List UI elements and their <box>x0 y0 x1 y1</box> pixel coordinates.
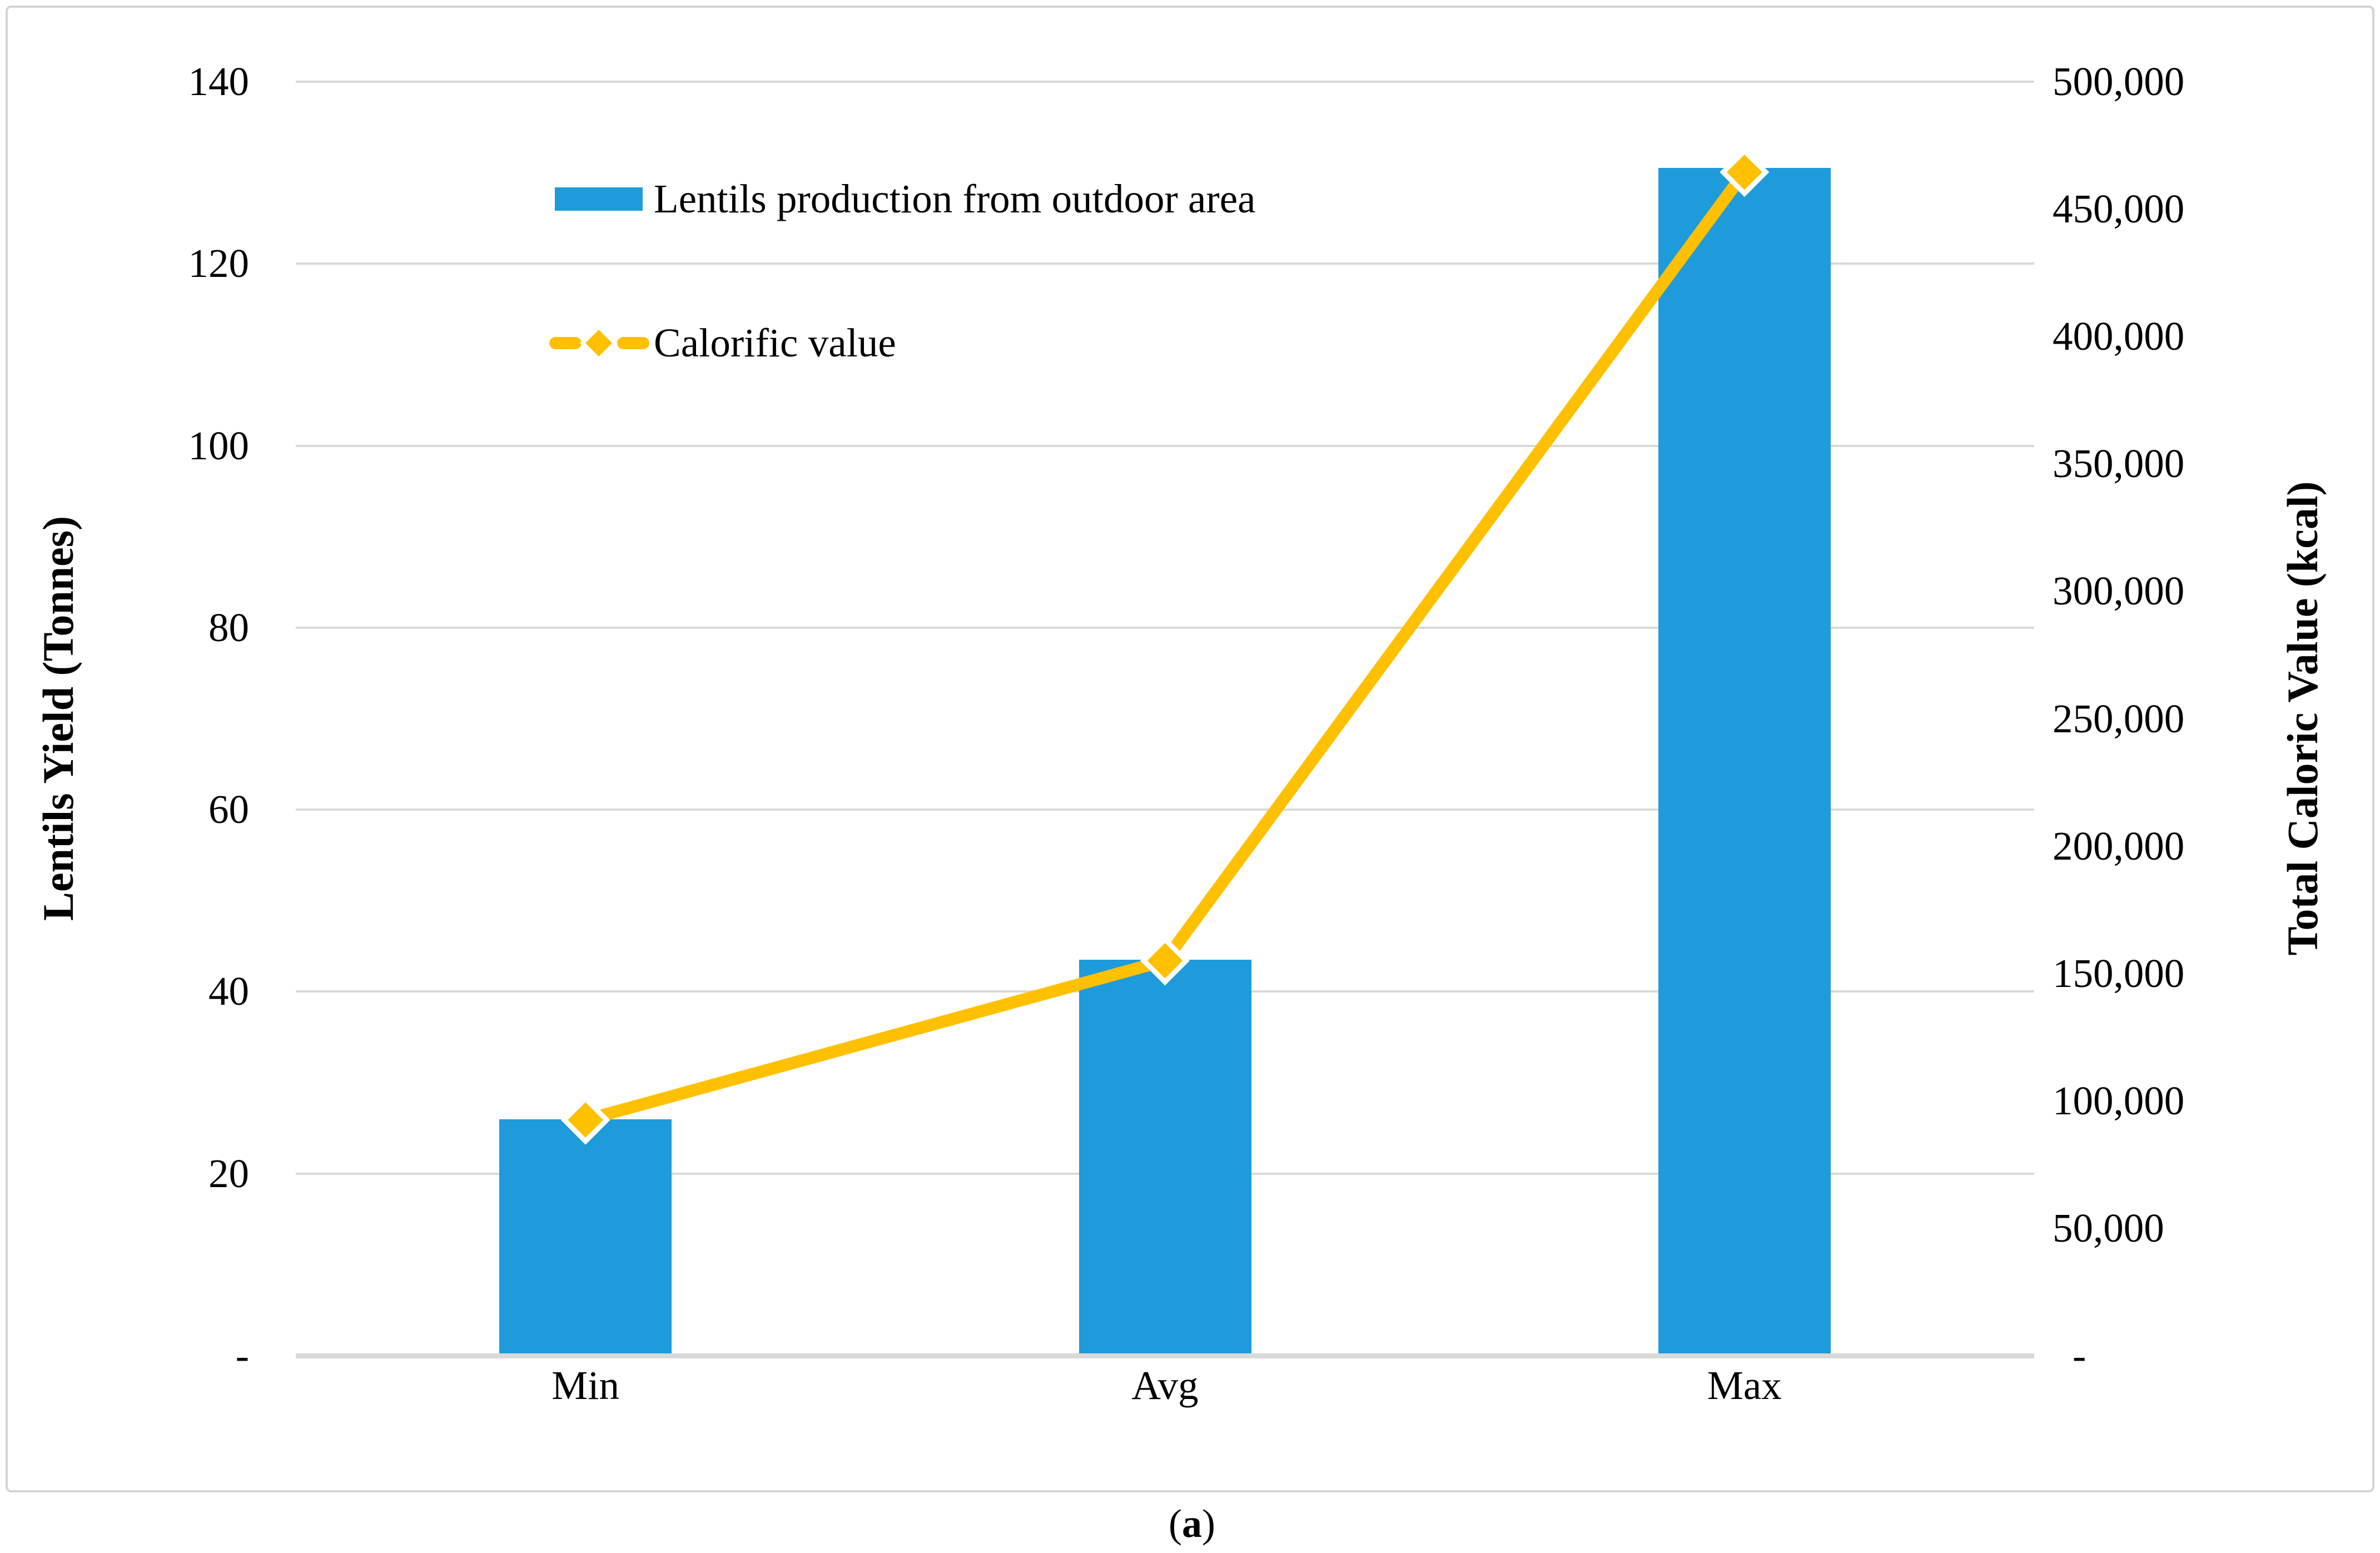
category-label-max: Max <box>1707 1363 1782 1408</box>
caption-letter: a <box>1182 1501 1202 1546</box>
bar-avg <box>1079 960 1251 1356</box>
legend-bar-label: Lentils production from outdoor area <box>654 176 1256 221</box>
left-axis-tick-140: 140 <box>188 59 250 104</box>
right-axis-tick-400000: 400,000 <box>2053 314 2185 359</box>
gridline <box>296 81 2034 83</box>
right-axis-tick-250000: 250,000 <box>2053 696 2185 741</box>
gridline <box>296 626 2034 629</box>
right-axis-tick-500000: 500,000 <box>2053 59 2185 104</box>
gridline <box>296 444 2034 447</box>
right-axis-tick-200000: 200,000 <box>2053 823 2185 869</box>
diamond-marker-max <box>1720 147 1770 197</box>
legend-line-segment-right <box>617 337 649 349</box>
legend-bar-swatch <box>555 187 643 211</box>
caption-paren-open: ( <box>1169 1501 1182 1546</box>
legend-line-segment-left <box>549 337 582 349</box>
right-axis-tick-450000: 450,000 <box>2053 186 2185 232</box>
left-axis-tick-40: 40 <box>208 969 249 1014</box>
left-axis-tick-100: 100 <box>188 423 250 468</box>
figure-caption: (a) <box>1025 1496 1359 1551</box>
left-axis-tick-80: 80 <box>208 604 249 650</box>
left-axis-tick--: - <box>235 1333 249 1378</box>
gridline <box>296 262 2034 265</box>
left-axis-tick-120: 120 <box>188 241 250 286</box>
bar-max <box>1658 168 1831 1356</box>
diamond-marker-avg <box>1140 936 1190 986</box>
right-axis-tick--: - <box>2073 1333 2086 1378</box>
right-axis-tick-50000: 50,000 <box>2053 1205 2164 1251</box>
left-axis-tick-20: 20 <box>208 1150 249 1196</box>
category-label-avg: Avg <box>1131 1363 1199 1408</box>
right-axis-tick-350000: 350,000 <box>2053 441 2185 487</box>
bar-min <box>499 1119 672 1356</box>
gridline <box>296 808 2034 811</box>
right-axis-tick-300000: 300,000 <box>2053 568 2185 614</box>
legend-line-label: Calorific value <box>654 320 896 365</box>
left-axis-tick-60: 60 <box>208 787 249 832</box>
right-axis-tick-150000: 150,000 <box>2053 950 2185 996</box>
caption-paren-close: ) <box>1202 1501 1215 1546</box>
right-axis-tick-100000: 100,000 <box>2053 1078 2185 1123</box>
category-label-min: Min <box>551 1363 619 1408</box>
x-axis-baseline <box>296 1353 2034 1358</box>
diamond-marker-min <box>560 1095 610 1145</box>
